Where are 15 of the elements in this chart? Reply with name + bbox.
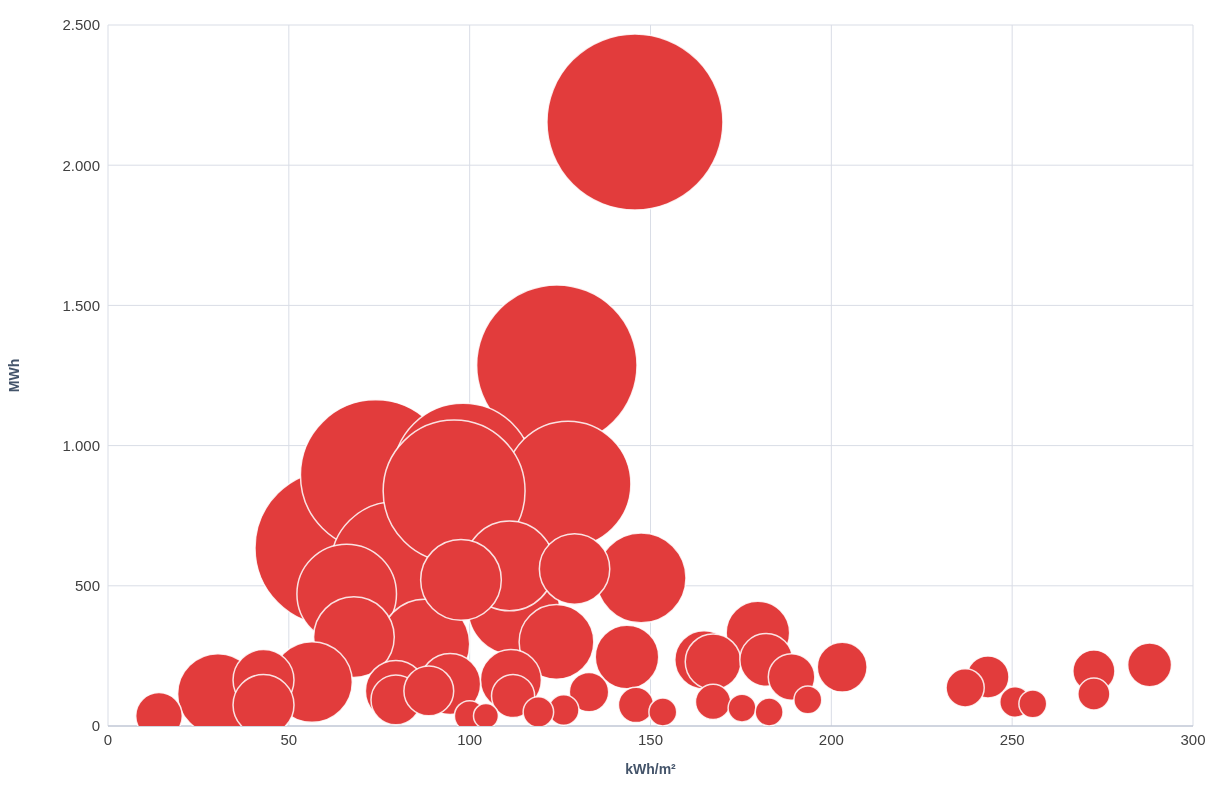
- x-axis-title: kWh/m²: [625, 761, 677, 777]
- y-tick-label: 0: [91, 717, 100, 735]
- y-tick-label: 1.500: [62, 296, 100, 314]
- x-tick-label: 0: [103, 730, 113, 748]
- y-tick-label: 2.000: [62, 156, 100, 174]
- x-tick-label: 300: [1180, 730, 1206, 748]
- x-tick-label: 150: [637, 730, 664, 748]
- x-tick-label: 50: [280, 730, 298, 748]
- y-axis-title: MWh: [5, 358, 22, 393]
- y-tick-label: 2.500: [62, 16, 100, 34]
- x-tick-label: 200: [818, 730, 844, 748]
- x-tick-label: 250: [999, 730, 1025, 748]
- y-tick-label: 1.000: [62, 436, 100, 454]
- y-tick-label: 500: [74, 577, 100, 595]
- x-tick-label: 100: [457, 730, 483, 748]
